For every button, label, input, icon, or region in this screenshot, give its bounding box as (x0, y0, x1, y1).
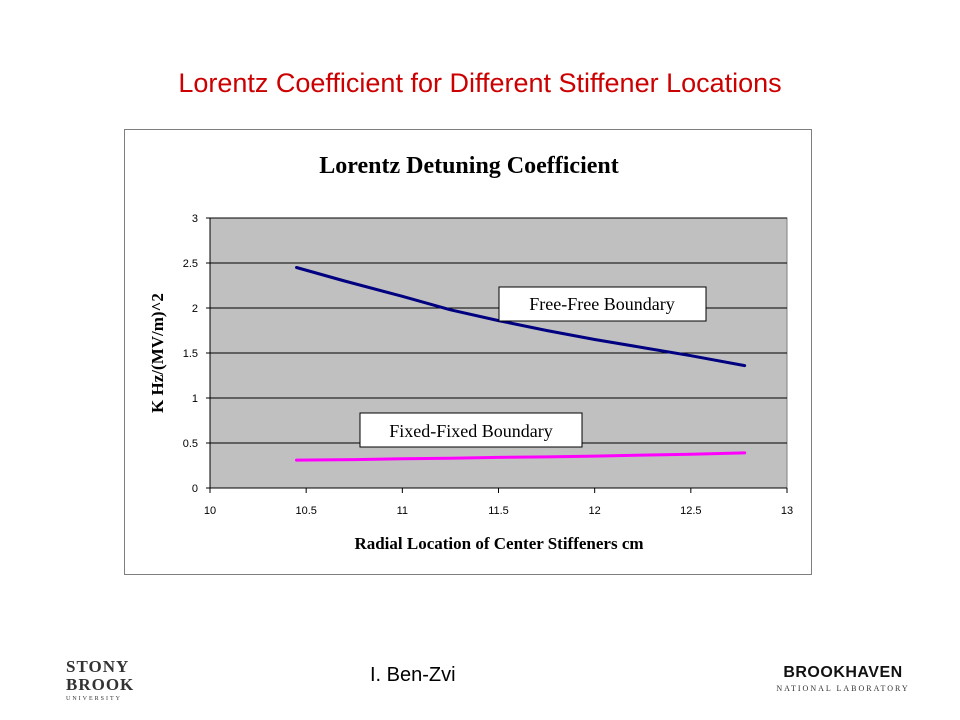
x-tick-label: 12.5 (680, 505, 701, 517)
y-tick-label: 0.5 (183, 438, 198, 450)
y-axis-label: K Hz/(MV/m)^2 (148, 293, 167, 413)
annotation-free-free: Free-Free Boundary (498, 286, 707, 322)
x-tick-label: 13 (781, 505, 793, 517)
y-tick-label: 2 (192, 303, 198, 315)
annotation-fixed-fixed: Fixed-Fixed Boundary (359, 412, 583, 448)
series-layer (295, 266, 747, 462)
y-tick-label: 2.5 (183, 258, 198, 270)
slide-title: Lorentz Coefficient for Different Stiffe… (178, 68, 782, 98)
x-tick-label: 10 (204, 505, 216, 517)
annotation-fixed-fixed-box (359, 412, 583, 448)
chart-frame: Lorentz Detuning Coefficient 0 0.5 1 1.5 2 2.… (124, 129, 812, 575)
annotation-fixed-fixed-text: Fixed-Fixed Boundary (389, 421, 553, 441)
brookhaven-logo: BROOKHAVEN NATIONAL LABORATORY (770, 664, 916, 704)
logo-right-line2: NATIONAL LABORATORY (776, 684, 910, 693)
logo-left-line2: BROOK (66, 675, 135, 694)
x-tick-labels: 10 10.5 11 11.5 12 12.5 13 (204, 505, 793, 517)
chart-svg: Lorentz Detuning Coefficient 00.511.522.… (148, 153, 793, 553)
logo-left-line1: STONY (66, 657, 130, 676)
logo-right-line1: BROOKHAVEN (783, 664, 903, 681)
footer-author: I. Ben-Zvi (370, 664, 456, 686)
grid-layer (206, 217, 788, 493)
x-tick-label: 10.5 (295, 505, 316, 517)
y-tick-label: 1 (192, 393, 198, 405)
x-tick-label: 11.5 (488, 505, 509, 517)
annotation-free-free-box (498, 286, 707, 322)
logo-left-line3: UNIVERSITY (66, 696, 122, 702)
stony-brook-logo: STONY BROOK UNIVERSITY (66, 657, 135, 714)
series-line-fixed-fixed (295, 451, 747, 462)
y-tick-label: 3 (192, 213, 198, 225)
y-tick-labels: 0 0.5 1 1.5 2 2.5 3 (183, 213, 198, 495)
y-tick-label: 0 (192, 483, 198, 495)
series-line-free-free (295, 266, 747, 368)
y-tick-label: 1.5 (183, 348, 198, 360)
x-axis-label: Radial Location of Center Stiffeners cm (354, 534, 643, 553)
x-tick-label: 12 (589, 505, 601, 517)
x-tick-label: 11 (397, 505, 408, 517)
chart-title: Lorentz Detuning Coefficient (319, 153, 619, 179)
annotation-free-free-text: Free-Free Boundary (529, 294, 674, 314)
